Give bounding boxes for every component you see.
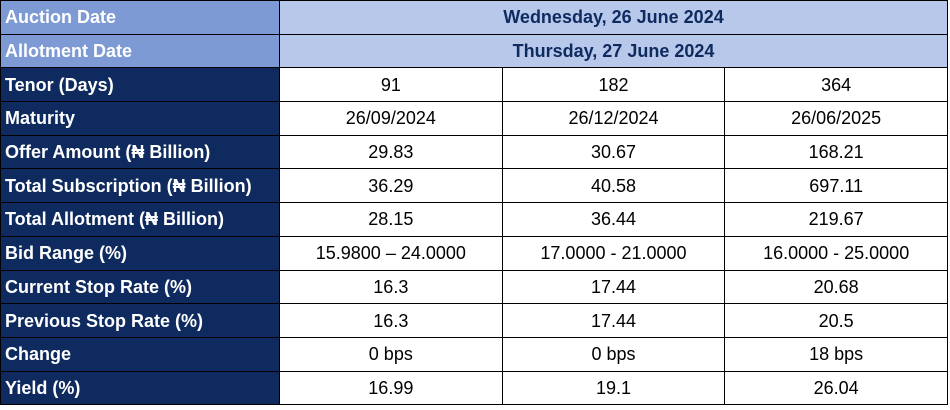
cell-91-day: 28.15: [279, 202, 503, 237]
allotment-date-row: Allotment Date Thursday, 27 June 2024: [0, 33, 948, 69]
table-row-bid-range: Bid Range (%) 15.9800 – 24.0000 17.0000 …: [0, 235, 948, 271]
cell-182-day: 26/12/2024: [501, 101, 726, 136]
cell-91-day: 91: [279, 67, 503, 103]
cell-91-day: 16.99: [279, 370, 503, 406]
cell-182-day: 40.58: [501, 168, 726, 204]
row-label: Offer Amount (₦ Billion): [0, 134, 280, 170]
cell-364-day: 16.0000 - 25.0000: [724, 235, 948, 271]
table-row-yield: Yield (%) 16.99 19.1 26.04: [0, 370, 948, 406]
table-row-current-stop-rate: Current Stop Rate (%) 16.3 17.44 20.68: [0, 269, 948, 305]
cell-182-day: 17.0000 - 21.0000: [501, 235, 726, 271]
auction-date-label: Auction Date: [0, 0, 280, 35]
allotment-date-label: Allotment Date: [0, 33, 280, 69]
cell-364-day: 697.11: [724, 168, 948, 204]
cell-182-day: 0 bps: [501, 336, 726, 372]
table-row-maturity: Maturity 26/09/2024 26/12/2024 26/06/202…: [0, 101, 948, 136]
cell-364-day: 18 bps: [724, 336, 948, 372]
row-label: Change: [0, 336, 280, 372]
cell-182-day: 17.44: [501, 269, 726, 305]
row-label: Current Stop Rate (%): [0, 269, 280, 305]
cell-364-day: 219.67: [724, 202, 948, 237]
cell-91-day: 29.83: [279, 134, 503, 170]
cell-91-day: 16.3: [279, 269, 503, 305]
cell-182-day: 36.44: [501, 202, 726, 237]
cell-182-day: 19.1: [501, 370, 726, 406]
table-row-change: Change 0 bps 0 bps 18 bps: [0, 336, 948, 372]
cell-364-day: 364: [724, 67, 948, 103]
cell-364-day: 168.21: [724, 134, 948, 170]
cell-364-day: 20.68: [724, 269, 948, 305]
cell-364-day: 20.5: [724, 303, 948, 338]
table-row-tenor: Tenor (Days) 91 182 364: [0, 67, 948, 103]
row-label: Total Subscription (₦ Billion): [0, 168, 280, 204]
row-label: Tenor (Days): [0, 67, 280, 103]
cell-91-day: 16.3: [279, 303, 503, 338]
cell-91-day: 15.9800 – 24.0000: [279, 235, 503, 271]
cell-91-day: 26/09/2024: [279, 101, 503, 136]
table-row-offer-amount: Offer Amount (₦ Billion) 29.83 30.67 168…: [0, 134, 948, 170]
table-row-total-allotment: Total Allotment (₦ Billion) 28.15 36.44 …: [0, 202, 948, 237]
cell-91-day: 0 bps: [279, 336, 503, 372]
allotment-date-value: Thursday, 27 June 2024: [279, 33, 948, 69]
auction-date-row: Auction Date Wednesday, 26 June 2024: [0, 0, 948, 35]
cell-182-day: 30.67: [501, 134, 726, 170]
auction-date-value: Wednesday, 26 June 2024: [279, 0, 948, 35]
row-label: Total Allotment (₦ Billion): [0, 202, 280, 237]
row-label: Previous Stop Rate (%): [0, 303, 280, 338]
row-label: Yield (%): [0, 370, 280, 406]
row-label: Bid Range (%): [0, 235, 280, 271]
cell-364-day: 26.04: [724, 370, 948, 406]
table-row-total-subscription: Total Subscription (₦ Billion) 36.29 40.…: [0, 168, 948, 204]
cell-364-day: 26/06/2025: [724, 101, 948, 136]
row-label: Maturity: [0, 101, 280, 136]
cell-91-day: 36.29: [279, 168, 503, 204]
cell-182-day: 182: [501, 67, 726, 103]
table-row-previous-stop-rate: Previous Stop Rate (%) 16.3 17.44 20.5: [0, 303, 948, 338]
cell-182-day: 17.44: [501, 303, 726, 338]
